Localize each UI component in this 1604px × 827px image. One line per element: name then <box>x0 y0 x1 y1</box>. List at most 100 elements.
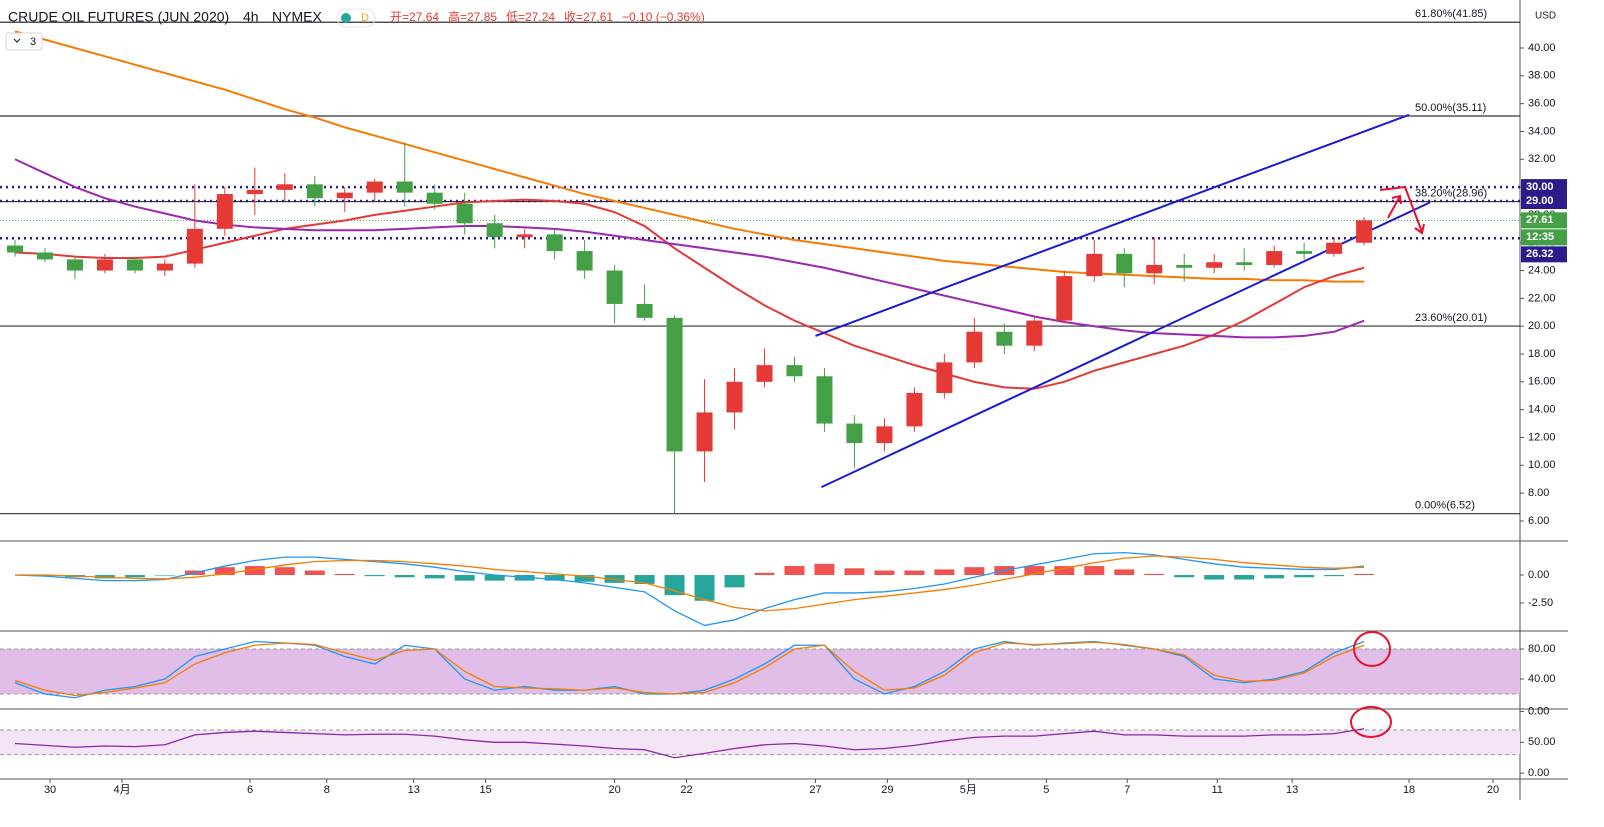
histogram-bar <box>304 570 325 576</box>
x-tick-label: 4月 <box>113 784 130 796</box>
indicator-line <box>14 641 1365 697</box>
candle-body <box>786 365 803 377</box>
histogram-bar <box>724 575 745 588</box>
histogram-bar <box>1114 569 1135 576</box>
price-badge-label: 30.00 <box>1526 181 1554 193</box>
moving-average <box>14 198 1365 390</box>
y-tick-label: 12.00 <box>1528 431 1556 443</box>
candle-body <box>996 331 1013 346</box>
price-badge <box>1521 246 1567 263</box>
indicator-line <box>14 555 1365 612</box>
countdown-badge-label: 12:35 <box>1526 231 1554 243</box>
y-tick-label: 0.00 <box>1528 705 1549 717</box>
circle <box>1350 706 1392 738</box>
y-tick-label: 14.00 <box>1528 404 1556 416</box>
histogram-bar <box>124 575 145 578</box>
histogram-bar <box>874 570 895 576</box>
candle-body <box>456 203 473 224</box>
badge: D <box>361 12 369 24</box>
candle-body <box>1146 264 1163 274</box>
candle-body <box>156 263 173 271</box>
candle-body <box>726 381 743 413</box>
candle-body <box>636 303 653 318</box>
quote-low: 低=27.24 <box>506 10 555 24</box>
histogram-bar <box>934 569 955 576</box>
candle-body <box>1176 264 1193 268</box>
moving-average <box>14 30 1365 283</box>
histogram-bar <box>844 568 865 576</box>
last-price-badge-label: 27.61 <box>1526 214 1554 226</box>
histogram-bar <box>1084 566 1105 576</box>
price-badge <box>1521 193 1567 210</box>
candle-body <box>426 192 443 204</box>
x-tick-label: 22 <box>680 784 692 796</box>
symbol: CRUDE OIL FUTURES (JUN 2020) <box>8 9 229 25</box>
histogram-bar <box>814 563 835 576</box>
candle-body <box>966 331 983 363</box>
histogram-bar <box>334 573 355 576</box>
quote-high: 高=27.85 <box>448 9 497 24</box>
candle-body <box>306 184 323 199</box>
histogram-bar <box>754 572 775 576</box>
candle-body <box>1356 220 1373 243</box>
y-tick-label: 10.00 <box>1528 459 1556 471</box>
x-tick-label: 20 <box>1487 784 1499 796</box>
candle-body <box>1326 242 1343 254</box>
circle <box>1353 631 1391 667</box>
x-tick-label: 20 <box>608 784 620 796</box>
candle-body <box>396 181 413 193</box>
interval: 4h <box>243 9 259 25</box>
price-badge-label: 29.00 <box>1526 195 1554 207</box>
candle-body <box>1026 320 1043 346</box>
histogram-bar <box>1294 575 1315 578</box>
candle-body <box>1056 276 1073 321</box>
y-tick-label: 38.00 <box>1528 70 1556 82</box>
histogram-bar <box>244 566 265 576</box>
y-tick-label: 36.00 <box>1528 98 1556 110</box>
histogram-bar <box>634 575 655 584</box>
x-tick-label: 13 <box>1286 784 1298 796</box>
candle-body <box>1116 253 1133 274</box>
countdown-badge <box>1521 229 1567 246</box>
moving-average <box>14 158 1365 339</box>
histogram-bar <box>784 566 805 576</box>
indicator-toggle[interactable] <box>5 32 43 51</box>
candle-body <box>1206 262 1223 268</box>
y-tick-label: 24.00 <box>1528 264 1556 276</box>
histogram-bar <box>214 567 235 576</box>
x-tick-label: 5 <box>1043 784 1049 796</box>
x-tick-label: 15 <box>480 784 492 796</box>
histogram-bar <box>154 575 175 576</box>
band <box>0 729 1520 755</box>
y-tick-label: 40.00 <box>1528 42 1556 54</box>
fib-label: 61.80%(41.85) <box>1415 8 1487 20</box>
status-badge[interactable] <box>336 8 376 28</box>
candle-body <box>276 184 293 190</box>
candle-body <box>546 234 563 252</box>
candle-body <box>516 234 533 238</box>
y-tick-label: 0.00 <box>1528 767 1549 779</box>
candle-body <box>696 412 713 452</box>
candle-body <box>66 259 83 271</box>
histogram-bar <box>274 567 295 576</box>
histogram-bar <box>1024 566 1045 576</box>
quote-change: −0.10 (−0.36%) <box>622 10 705 24</box>
candle-body <box>1086 253 1103 277</box>
histogram-bar <box>424 575 445 579</box>
x-tick-label: 30 <box>44 784 56 796</box>
histogram-bar <box>574 575 595 582</box>
band <box>0 649 1520 694</box>
y-tick-label: 18.00 <box>1528 348 1556 360</box>
currency: USD <box>1535 11 1556 22</box>
histogram-bar <box>964 567 985 576</box>
candle-body <box>96 259 113 271</box>
candle-body <box>816 376 833 424</box>
chevron <box>13 38 21 43</box>
candle-body <box>126 259 143 271</box>
histogram-bar <box>394 575 415 578</box>
fib-label: 23.60%(20.01) <box>1415 312 1487 324</box>
x-tick-label: 11 <box>1211 784 1222 796</box>
histogram-bar <box>694 575 715 601</box>
